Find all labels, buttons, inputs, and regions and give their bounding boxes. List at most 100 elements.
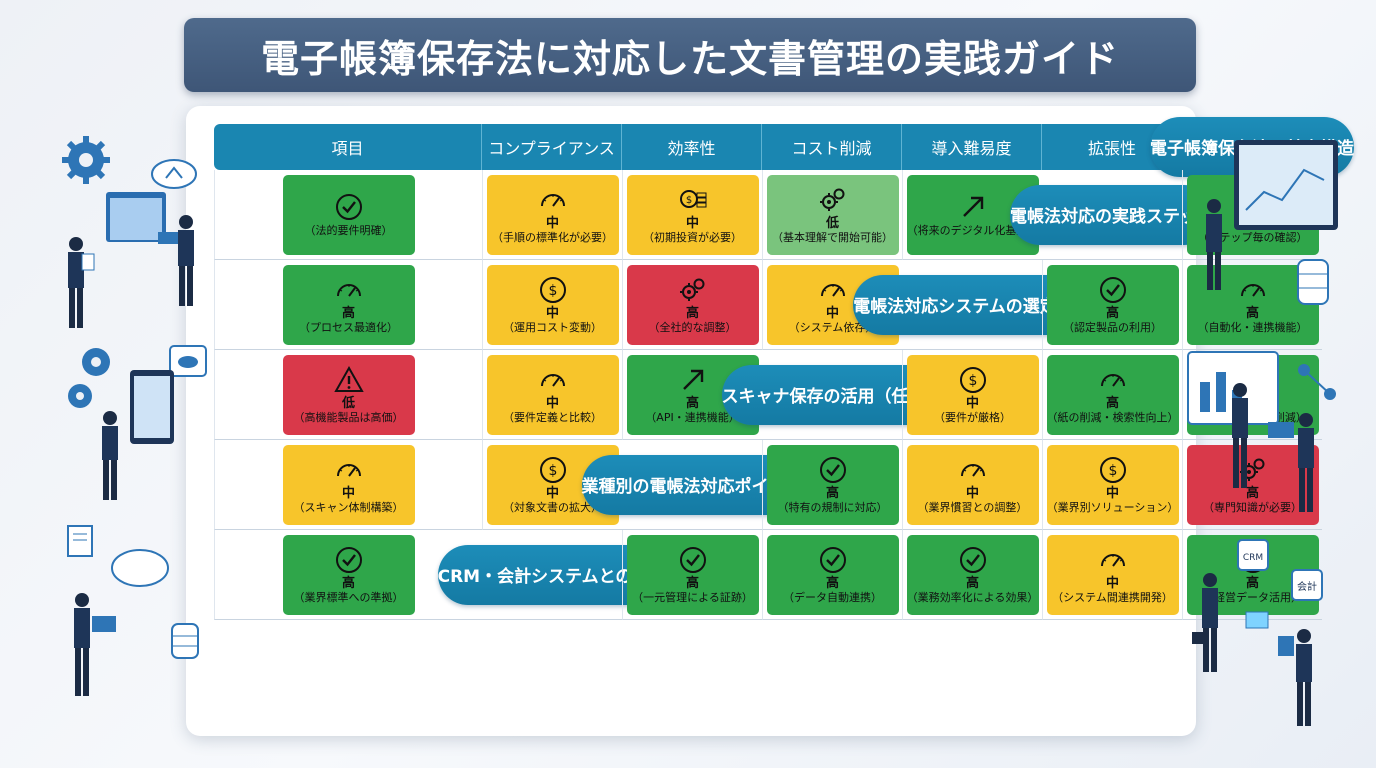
rating-level: 低 — [341, 395, 355, 411]
gauge-icon — [960, 463, 985, 477]
rating-level: 中 — [965, 395, 979, 411]
rating-note: （業界標準への準拠） — [293, 590, 404, 604]
left-illustration-middle — [68, 345, 207, 500]
table-cell: 高（プロセス最適化） — [214, 260, 482, 350]
table-cell: 中（要件定義と比較） — [482, 350, 622, 440]
folder-icon — [106, 192, 166, 242]
difficulty-rating-box: 高（全社的な調整） — [626, 264, 759, 345]
svg-text:$: $ — [548, 283, 557, 299]
left-illustration-top — [62, 136, 197, 328]
rating-level: 高 — [965, 575, 979, 591]
cost-reduction-rating-box: 高（業務効率化による効果） — [906, 534, 1039, 615]
cost-reduction-rating-box: 低（高機能製品は高価） — [282, 354, 415, 435]
gauge-icon — [336, 463, 361, 477]
check-icon — [819, 456, 846, 483]
person-figure — [68, 237, 95, 328]
table-cell: $ 中（運用コスト変動） — [482, 260, 622, 350]
dollar-icon: $ — [539, 456, 566, 483]
person-figure — [1278, 629, 1312, 726]
database-icon — [171, 623, 199, 659]
table-cell: 高（業務効率化による効果） — [902, 530, 1042, 620]
rating-note: （基本理解で開始可能） — [772, 230, 893, 244]
check-icon — [1099, 276, 1126, 303]
compliance-rating-box: 高（一元管理による証跡） — [626, 534, 759, 615]
row-label-pill[interactable]: 業種別の電帳法対応ポイント — [581, 454, 803, 515]
rating-note: （高機能製品は高価） — [293, 410, 404, 424]
difficulty-rating-box: 中（要件定義と比較） — [486, 354, 619, 435]
cloud-icon — [111, 549, 169, 587]
accounting-badge-label: 会計 — [1297, 580, 1317, 593]
header-efficiency: 効率性 — [622, 124, 762, 170]
rating-level: 中 — [685, 215, 699, 231]
rating-level: 高 — [1245, 575, 1259, 591]
tablet-icon — [130, 370, 174, 444]
gear-icon — [62, 136, 110, 184]
rating-note: （データ自動連携） — [783, 590, 882, 604]
row-label-cell: 業種別の電帳法対応ポイント — [581, 440, 803, 530]
header-cost-reduction: コスト削減 — [762, 124, 902, 170]
gauge-icon — [540, 373, 565, 387]
row-label-cell: CRM・会計システムとの連携 — [437, 530, 667, 620]
rating-level: 中 — [965, 485, 979, 501]
page-title: 電子帳簿保存法に対応した文書管理の実践ガイド — [260, 36, 1119, 81]
crm-badge: CRM — [1237, 539, 1269, 571]
rating-level: 高 — [825, 485, 839, 501]
gauge-icon — [1240, 283, 1265, 297]
rating-note: （対象文書の拡大） — [503, 500, 602, 514]
rating-note: （API・連携機能） — [645, 410, 740, 424]
efficiency-rating-box: 中（手順の標準化が必要） — [486, 174, 619, 255]
rating-level: 中 — [1105, 575, 1119, 591]
rating-note: （ステップ毎の確認） — [1197, 230, 1308, 244]
rating-level: 高 — [685, 575, 699, 591]
person-figure — [158, 215, 194, 306]
gears-icon — [819, 188, 844, 211]
row-label-cell: 電帳法対応システムの選定基準 — [853, 260, 1091, 350]
row-label-pill[interactable]: 電帳法対応の実践ステップ — [1010, 184, 1214, 245]
rating-note: （全社的な調整） — [648, 320, 737, 334]
person-figure — [1192, 573, 1218, 672]
rating-level: 低 — [825, 215, 839, 231]
document-icon — [67, 525, 93, 557]
check-icon — [335, 546, 362, 573]
row-label-pill[interactable]: スキャナ保存の活用（任意） — [721, 364, 943, 425]
cost-reduction-rating-box: $ 中（運用コスト変動） — [486, 264, 619, 345]
difficulty-rating-box: 中（システム間連携開発） — [1046, 534, 1179, 615]
person-figure — [1268, 413, 1314, 512]
compliance-rating-box: （法的要件明確） — [282, 174, 415, 255]
gauge-icon — [540, 193, 565, 207]
rating-level: 中 — [341, 485, 355, 501]
cloud-icon — [151, 159, 197, 189]
check-icon — [679, 546, 706, 573]
chip-icon — [1245, 611, 1269, 629]
difficulty-rating-box: 低（基本理解で開始可能） — [766, 174, 899, 255]
table-cell: 中（手順の標準化が必要） — [482, 170, 622, 260]
compliance-rating-box: 高（認定製品の利用） — [1046, 264, 1179, 345]
gears-icon — [679, 278, 704, 301]
rating-level: 中 — [545, 485, 559, 501]
rating-level: 中 — [545, 305, 559, 321]
gauge-icon — [820, 283, 845, 297]
database-icon — [1297, 259, 1329, 305]
rating-level: 高 — [685, 305, 699, 321]
header-compliance: コンプライアンス — [482, 124, 622, 170]
rating-note: （紙の削減・検索性向上） — [1046, 410, 1179, 424]
compliance-rating-box: 高（特有の規制に対応） — [766, 444, 899, 525]
svg-text:$: $ — [548, 463, 557, 479]
gauge-icon — [1100, 373, 1125, 387]
efficiency-rating-box: 高（紙の削減・検索性向上） — [1046, 354, 1179, 435]
gauge-icon — [1100, 553, 1125, 567]
rating-level: 高 — [1105, 395, 1119, 411]
rating-note: （経営データ活用） — [1203, 590, 1302, 604]
table-cell: 高（自動化・連携機能） — [1182, 260, 1322, 350]
table-cell: 中（スキャン体制構築） — [214, 440, 482, 530]
table-cell: 低（基本理解で開始可能） — [762, 170, 902, 260]
efficiency-rating-box: 高（プロセス最適化） — [282, 264, 415, 345]
check-icon — [959, 546, 986, 573]
rating-note: （初期投資が必要） — [643, 230, 742, 244]
title-banner: 電子帳簿保存法に対応した文書管理の実践ガイド — [184, 18, 1196, 92]
row-label-cell: スキャナ保存の活用（任意） — [721, 350, 943, 440]
dollar-icon: $ — [1099, 456, 1126, 483]
arrow-up-right-icon — [962, 196, 983, 217]
efficiency-rating-box: 中（業界慣習との調整） — [906, 444, 1039, 525]
rating-level: 高 — [825, 575, 839, 591]
